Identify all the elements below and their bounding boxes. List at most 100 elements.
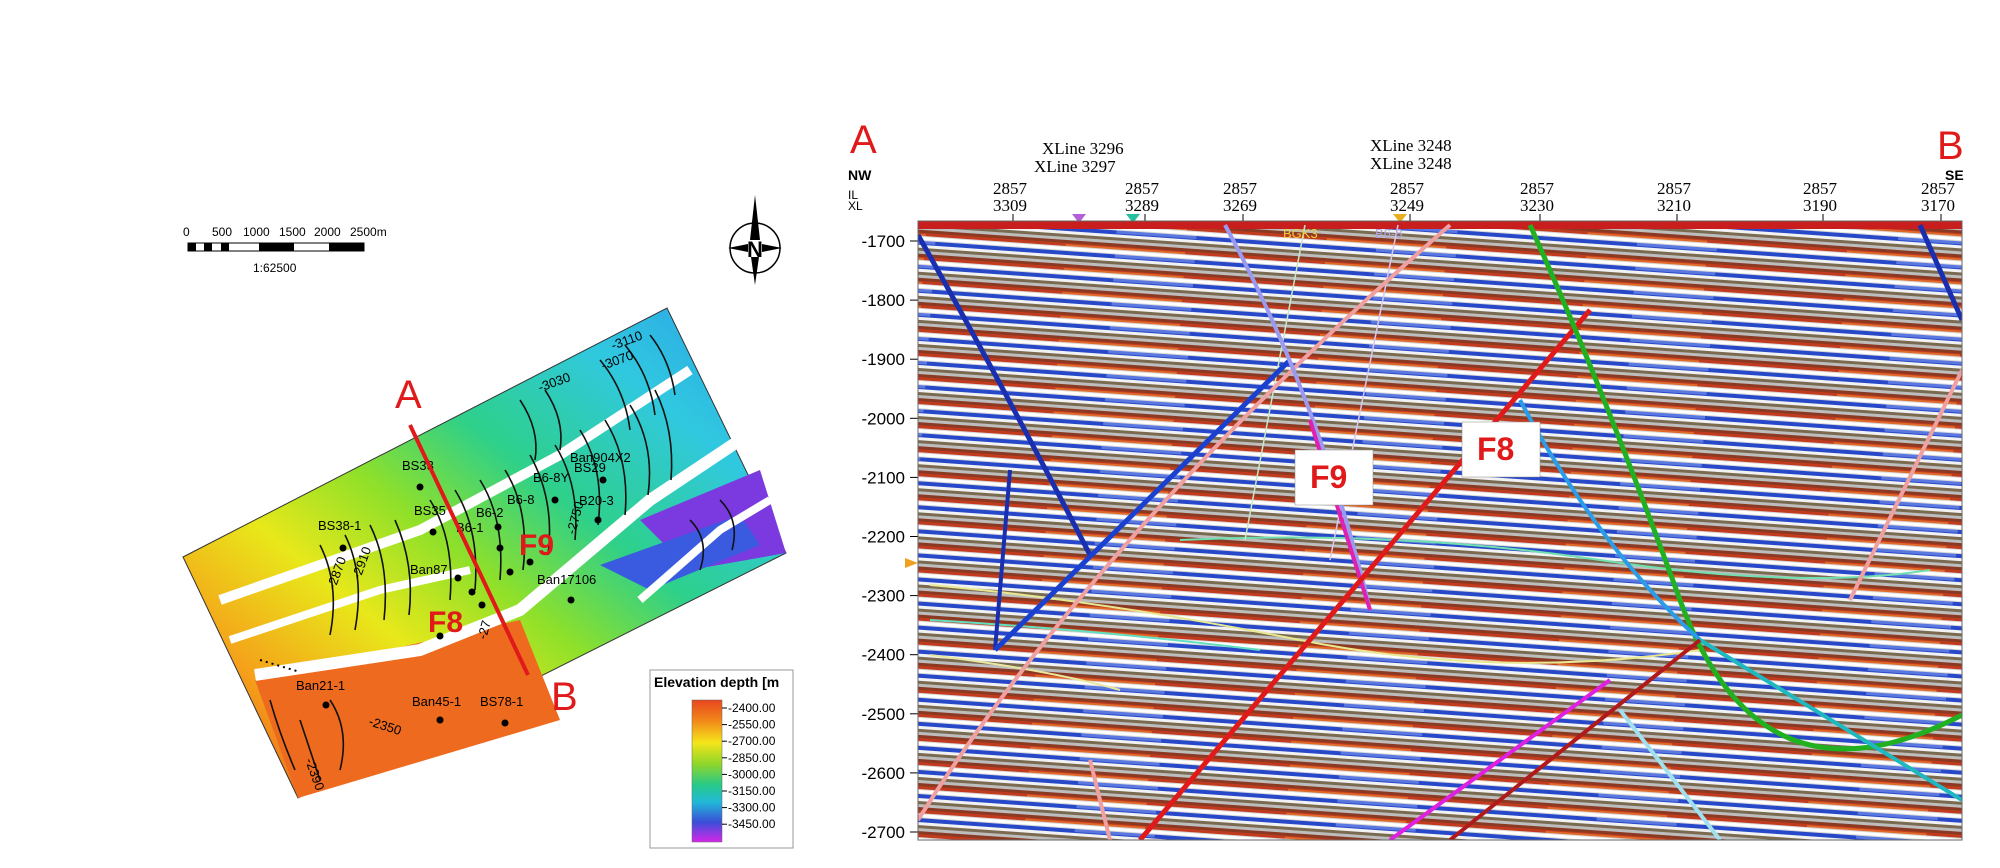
xl-value: 3309 xyxy=(993,196,1027,215)
il-value: 2857 xyxy=(1520,179,1555,198)
xl-value: 3249 xyxy=(1390,196,1424,215)
well-label: B6-8Y xyxy=(533,470,569,485)
scale-tick-1500: 1500 xyxy=(279,225,306,239)
section-fault-label-f8: F8 xyxy=(1477,431,1514,467)
north-label: N xyxy=(747,237,763,262)
il-value: 2857 xyxy=(993,179,1028,198)
depth-tick-label: -2000 xyxy=(862,409,905,428)
depth-tick-label: -2200 xyxy=(862,528,905,547)
section-header: A B NW SE IL XL XLine 3296 XLine 3297 XL… xyxy=(848,118,1964,568)
well-marker xyxy=(322,701,330,709)
direction-nw: NW xyxy=(848,167,872,183)
xline-label: XLine 3248 xyxy=(1370,136,1452,155)
scale-tick-2500: 2500m xyxy=(350,225,387,239)
well-marker xyxy=(496,544,504,552)
il-value: 2857 xyxy=(1803,179,1838,198)
contour-label: -27 xyxy=(474,619,493,641)
elevation-legend: Elevation depth [m -2400.00 -2550.00 -2700… xyxy=(649,669,794,849)
legend-entry: -2700.00 xyxy=(728,734,776,748)
legend-entry: -3450.00 xyxy=(728,817,776,831)
row-label-xl: XL xyxy=(848,199,863,213)
legend-entry: -2400.00 xyxy=(728,701,776,715)
profile-line-ab: A B F9 F8 xyxy=(395,373,578,719)
il-value: 2857 xyxy=(1223,179,1258,198)
well-label: BS38-1 xyxy=(318,518,361,533)
xline-label: XLine 3297 xyxy=(1034,157,1116,176)
depth-tick-label: -2700 xyxy=(862,823,905,842)
well-marker xyxy=(599,476,607,484)
legend-title: Elevation depth [m xyxy=(654,674,779,690)
well-top-marker xyxy=(1393,214,1407,223)
depth-tick-label: -2400 xyxy=(862,646,905,665)
il-value: 2857 xyxy=(1390,179,1425,198)
north-arrow-icon: N xyxy=(728,195,782,285)
fault-gap-2 xyxy=(254,435,744,681)
xl-value: 3210 xyxy=(1657,196,1691,215)
map-fault-label-f8: F8 xyxy=(428,606,463,639)
legend-entry: -2850.00 xyxy=(728,751,776,765)
section-label-b: B xyxy=(1937,124,1964,168)
row-label-il: IL xyxy=(848,188,858,202)
well-label: Ban904X2 xyxy=(570,450,631,465)
legend-entry: -3300.00 xyxy=(728,801,776,815)
well-label: B6-2 xyxy=(476,505,503,520)
well-marker xyxy=(436,716,444,724)
well-top-marker xyxy=(1072,214,1086,223)
section-fault-box-f8: F8 xyxy=(1461,421,1541,478)
well-marker xyxy=(468,588,476,596)
side-marker xyxy=(905,558,918,568)
profile-label-b: B xyxy=(551,675,578,719)
well-marker xyxy=(339,544,347,552)
xl-value: 3190 xyxy=(1803,196,1837,215)
well-label: BS78-1 xyxy=(480,694,523,709)
well-marker xyxy=(454,574,462,582)
depth-tick-label: -2300 xyxy=(862,587,905,606)
well-marker xyxy=(436,632,444,640)
well-label: B6-1 xyxy=(456,520,483,535)
well-marker xyxy=(594,516,602,524)
map-fault-label-f9: F9 xyxy=(519,529,554,562)
well-marker xyxy=(416,483,424,491)
scale-tick-0: 0 xyxy=(183,225,190,239)
depth-tick-label: -2100 xyxy=(862,468,905,487)
fault-gap-4 xyxy=(637,496,773,604)
section-fault-box-f9: F9 xyxy=(1294,449,1374,506)
dotted-boundary xyxy=(259,659,301,673)
legend-entry: -3150.00 xyxy=(728,784,776,798)
depth-tick-label: -1700 xyxy=(862,232,905,251)
well-top-marker xyxy=(1126,214,1140,223)
well-marker xyxy=(567,596,575,604)
section-label-a: A xyxy=(850,118,877,162)
well-tag: B6-8 xyxy=(1375,226,1402,241)
well-label: B20-3 xyxy=(579,493,614,508)
seismic-image: BGK3 B6-8 xyxy=(918,221,1962,840)
well-tag: BGK3 xyxy=(1283,226,1318,241)
direction-se: SE xyxy=(1945,167,1964,183)
well-marker xyxy=(506,568,514,576)
legend-entry: -2550.00 xyxy=(728,718,776,732)
well-label: Ban17106 xyxy=(537,572,596,587)
well-label: Ban21-1 xyxy=(296,678,345,693)
depth-axis: -1700 -1800 -1900 -2000 -2100 -2200 -2300 -2400… xyxy=(862,232,918,842)
well-markers: BS33 BS38-1 BS35 Ban904X2 BS29 B6-8Y B6-… xyxy=(296,450,631,727)
well-label: B6-8 xyxy=(507,492,534,507)
well-marker xyxy=(501,719,509,727)
xl-value: 3269 xyxy=(1223,196,1257,215)
well-label: BS35 xyxy=(414,503,446,518)
well-label: Ban87 xyxy=(410,562,448,577)
il-value: 2857 xyxy=(1125,179,1160,198)
fault-gap-3 xyxy=(228,566,471,644)
depth-tick-label: -1800 xyxy=(862,291,905,310)
xl-value: 3170 xyxy=(1921,196,1955,215)
depth-tick-label: -2500 xyxy=(862,705,905,724)
section-fault-label-f9: F9 xyxy=(1310,459,1347,495)
il-value: 2857 xyxy=(1657,179,1692,198)
contour-map: -3110 -3070 -3030 -2870 -2910 -2750 -235… xyxy=(182,307,787,799)
profile-label-a: A xyxy=(395,373,422,417)
well-marker xyxy=(526,558,534,566)
xl-value: 3230 xyxy=(1520,196,1554,215)
depth-tick-label: -2600 xyxy=(862,764,905,783)
scale-tick-500: 500 xyxy=(212,225,232,239)
scale-tick-2000: 2000 xyxy=(314,225,341,239)
